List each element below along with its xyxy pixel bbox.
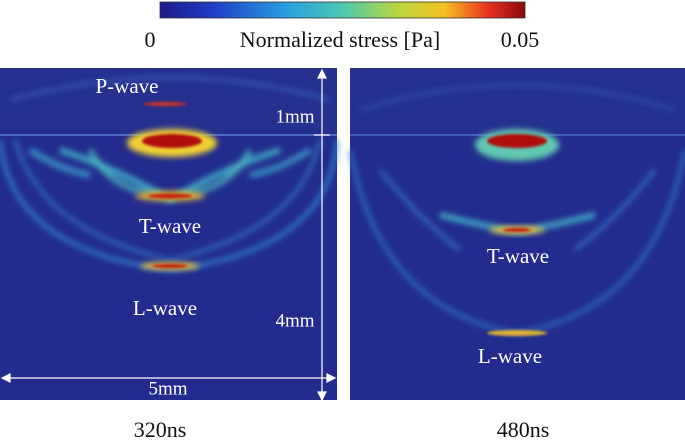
colorbar — [159, 1, 526, 19]
panel-480ns: T-wave L-wave — [348, 68, 685, 400]
colorbar-title: Normalized stress [Pa] — [240, 27, 440, 52]
wave-label: T-wave — [487, 244, 549, 268]
colorbar-max: 0.05 — [501, 27, 540, 52]
wave-label: L-wave — [133, 296, 197, 320]
dimension-label: 1mm — [275, 106, 314, 127]
dimension-label: 5mm — [148, 378, 187, 399]
colorbar-min: 0 — [145, 27, 156, 52]
time-label: 480ns — [497, 417, 550, 442]
time-label: 320ns — [134, 417, 187, 442]
dimension-label: 4mm — [275, 310, 314, 331]
wave-label: T-wave — [139, 214, 201, 238]
wave-label: L-wave — [478, 344, 542, 368]
wave-label: P-wave — [96, 74, 159, 98]
panel-320ns: P-wave T-wave L-wave 1mm 4mm 5mm — [0, 68, 339, 402]
